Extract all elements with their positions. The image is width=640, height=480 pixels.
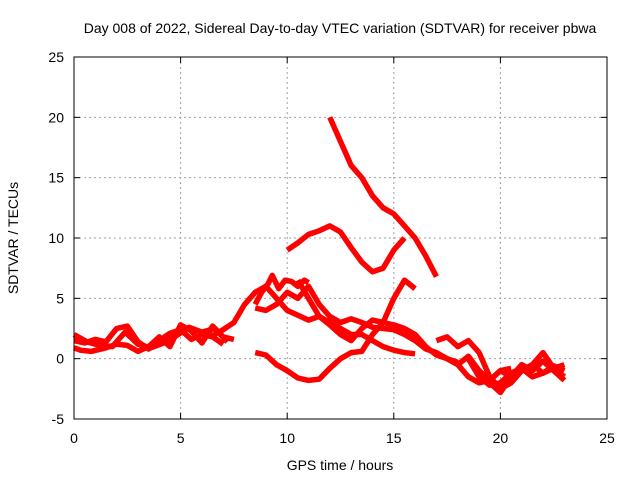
x-tick-label: 0 [70,430,78,446]
x-axis-label: GPS time / hours [287,457,394,473]
x-tick-label: 15 [386,430,402,446]
y-tick-label: -5 [52,411,65,427]
x-tick-label: 10 [279,430,295,446]
series-line-sat-i [254,277,417,384]
y-tick-label: 15 [48,170,64,186]
tick-labels: 0 5 10 15 20 25 -5 0 5 10 15 20 25 [48,49,615,446]
x-tick-label: 5 [177,430,185,446]
y-tick-label: 10 [48,230,64,246]
y-tick-label: 5 [56,290,64,306]
series-line-sat-n [466,357,566,388]
series-line-sat-h [327,116,439,278]
y-tick-label: 25 [48,49,64,65]
x-tick-label: 20 [493,430,509,446]
series-line-sat-d [201,283,416,357]
y-tick-label: 20 [48,109,64,125]
y-tick-label: 0 [56,351,64,367]
series-group [72,116,567,396]
series-line-sat-g [285,223,407,275]
x-tick-label: 25 [599,430,615,446]
chart-title: Day 008 of 2022, Sidereal Day-to-day VTE… [84,20,597,36]
y-axis-label: SDTVAR / TECUs [5,182,21,294]
series-line-sat-j [295,278,512,386]
